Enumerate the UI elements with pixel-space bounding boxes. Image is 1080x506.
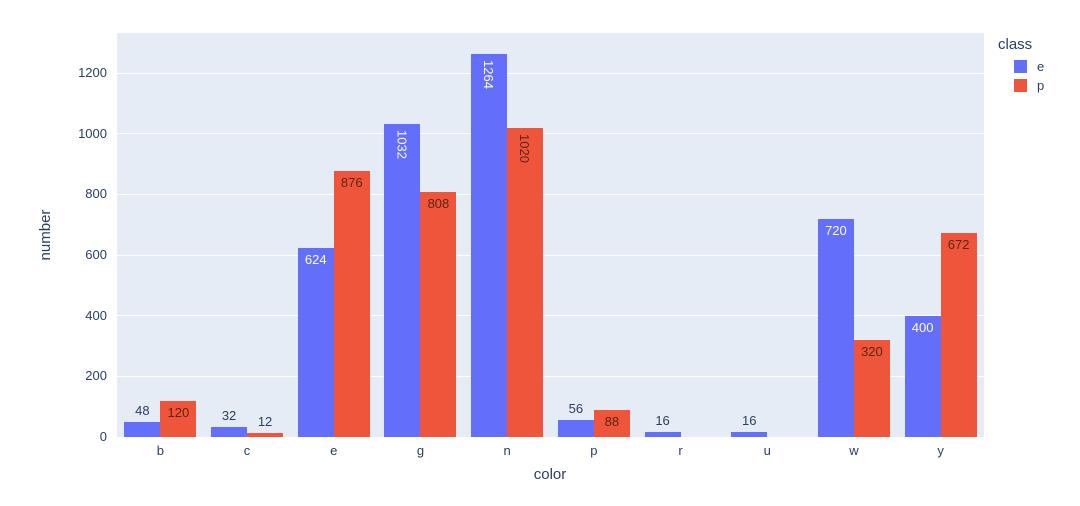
bar-value-label-e-n: 1264 <box>481 60 497 89</box>
y-axis-title: number <box>37 209 54 261</box>
bar-e-c[interactable] <box>211 427 248 437</box>
bar-value-label-e-r: 16 <box>655 413 670 428</box>
bar-e-b[interactable] <box>124 422 161 437</box>
bar-value-label-e-p: 56 <box>568 401 584 416</box>
x-tick-label-c: c <box>243 443 251 458</box>
bar-value-label-e-u: 16 <box>742 413 757 428</box>
gridline-y-800 <box>117 193 984 195</box>
bar-e-r[interactable] <box>644 432 681 437</box>
legend-label-e: e <box>1037 59 1045 74</box>
y-tick-label-1200: 1200 <box>78 65 107 81</box>
bar-e-g[interactable] <box>384 124 421 437</box>
bar-value-label-p-y: 672 <box>947 237 970 252</box>
legend-item-p[interactable]: p <box>1014 78 1044 93</box>
bar-value-label-p-b: 120 <box>167 405 190 420</box>
y-tick-label-600: 600 <box>85 247 107 263</box>
bar-value-label-p-g: 808 <box>427 196 450 211</box>
bar-e-u[interactable] <box>731 432 768 437</box>
x-tick-label-w: w <box>849 443 859 458</box>
y-tick-label-200: 200 <box>85 368 107 384</box>
bar-value-label-e-y: 400 <box>911 320 934 335</box>
x-tick-label-p: p <box>590 443 598 458</box>
bar-value-label-p-p: 88 <box>604 414 620 429</box>
x-tick-label-r: r <box>678 443 683 458</box>
legend: class e p <box>998 36 1044 97</box>
legend-label-p: p <box>1037 78 1045 93</box>
gridline-y-400 <box>117 315 984 317</box>
bar-p-c[interactable] <box>247 433 284 437</box>
bar-value-label-p-e: 876 <box>340 175 363 190</box>
legend-swatch-e[interactable] <box>1014 60 1027 73</box>
legend-title: class <box>998 36 1033 53</box>
y-tick-label-0: 0 <box>99 429 107 444</box>
bar-value-label-p-c: 12 <box>257 414 273 429</box>
bar-p-p[interactable] <box>593 410 630 437</box>
bar-value-label-e-w: 720 <box>825 223 847 238</box>
x-axis-title: color <box>533 466 567 483</box>
bar-value-label-e-b: 48 <box>135 403 150 418</box>
legend-item-e[interactable]: e <box>1014 59 1044 74</box>
bar-e-w[interactable] <box>817 219 854 437</box>
gridline-y-200 <box>117 375 984 377</box>
gridline-y-1000 <box>117 133 984 135</box>
x-tick-label-b: b <box>156 443 164 458</box>
x-tick-label-u: u <box>763 443 771 458</box>
bar-p-n[interactable] <box>507 128 544 437</box>
legend-swatch-p[interactable] <box>1014 79 1027 92</box>
bar-value-label-p-n: 1020 <box>517 134 533 163</box>
x-tick-label-g: g <box>416 443 425 458</box>
x-tick-label-n: n <box>503 443 511 458</box>
bar-value-label-e-c: 32 <box>221 408 237 423</box>
bar-p-e[interactable] <box>333 171 370 437</box>
y-tick-label-1000: 1000 <box>78 125 107 141</box>
y-tick-label-800: 800 <box>85 186 107 202</box>
bar-p-b[interactable] <box>160 401 197 437</box>
y-tick-label-400: 400 <box>85 307 107 323</box>
bar-p-y[interactable] <box>940 233 977 437</box>
bar-e-p[interactable] <box>557 420 594 437</box>
bar-e-e[interactable] <box>297 248 334 437</box>
x-tick-label-y: y <box>937 443 944 458</box>
bar-p-w[interactable] <box>853 340 890 437</box>
bar-value-label-e-g: 1032 <box>394 130 410 159</box>
bar-p-g[interactable] <box>420 192 457 437</box>
gridline-y-1200 <box>117 72 984 74</box>
bar-e-y[interactable] <box>904 316 941 437</box>
bar-e-n[interactable] <box>471 54 508 437</box>
bar-value-label-e-e: 624 <box>304 252 327 267</box>
gridline-y-600 <box>117 254 984 256</box>
x-tick-label-e: e <box>330 443 338 458</box>
bar-value-label-p-w: 320 <box>861 344 883 359</box>
